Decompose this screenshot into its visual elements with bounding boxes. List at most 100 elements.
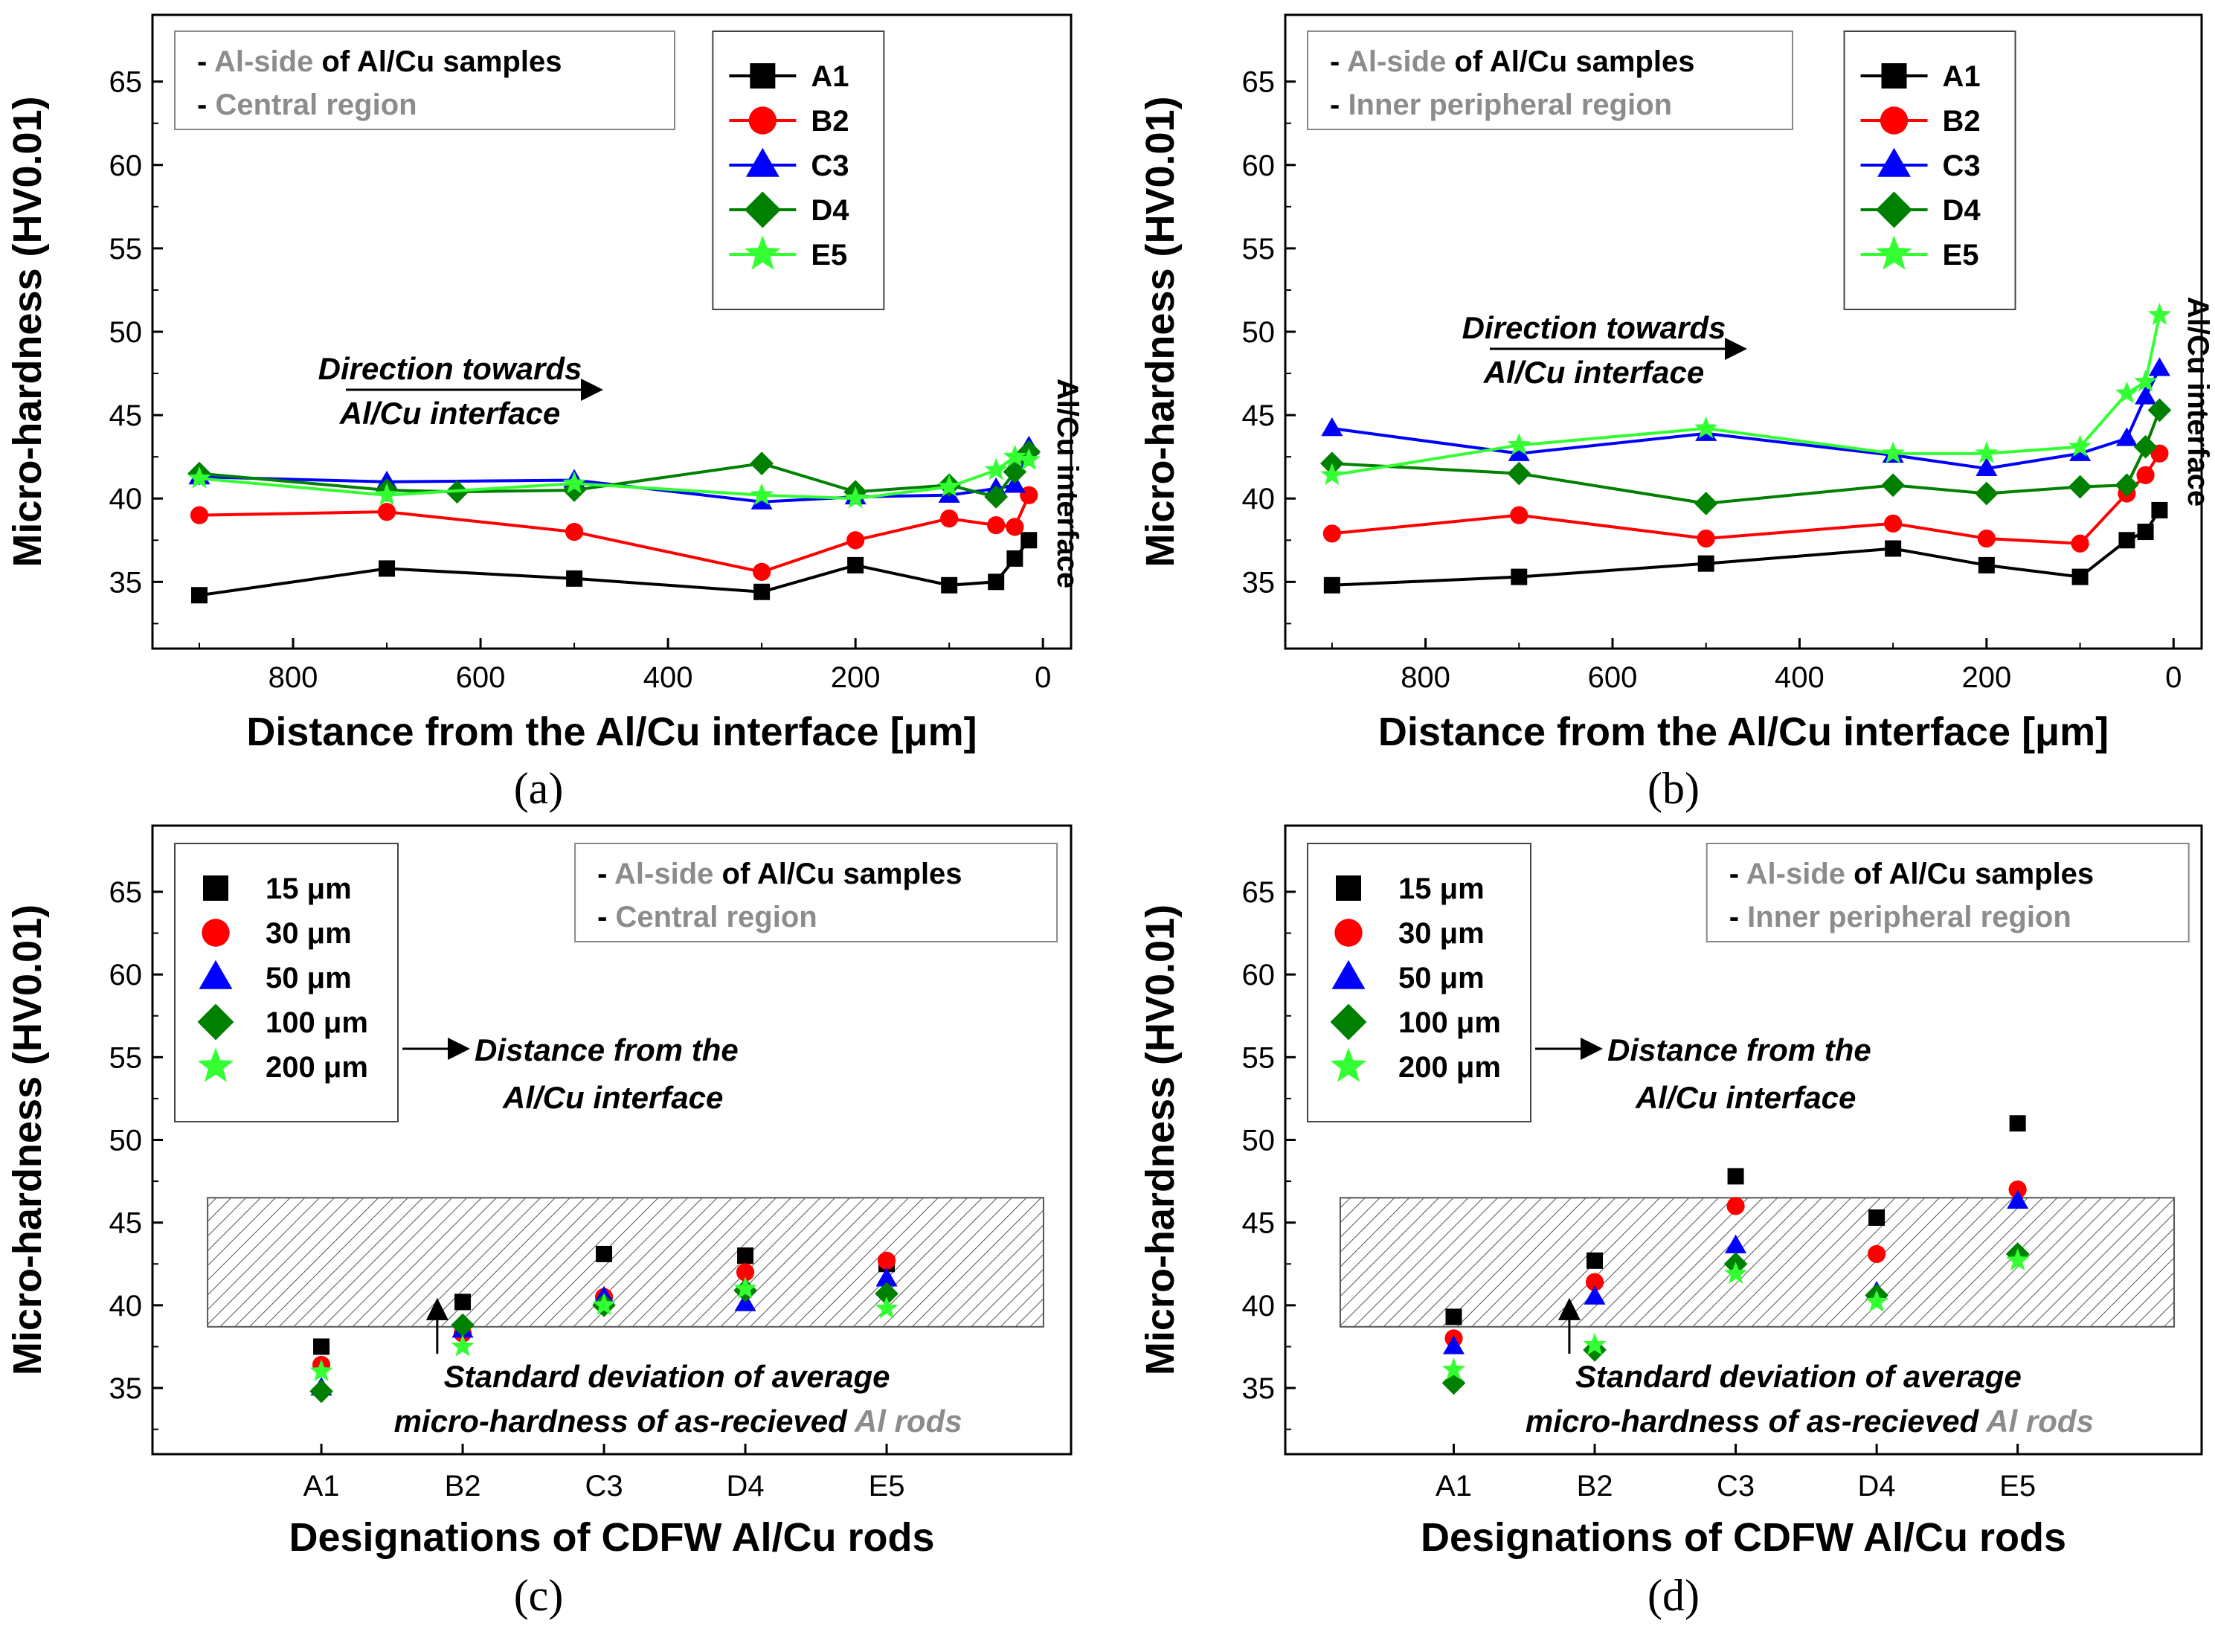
legend-entry: A1 [1860,60,1981,93]
data-point [877,1251,896,1270]
note-prefix: - [197,89,215,121]
data-point [940,510,959,528]
note-rest-text: of Al/Cu samples [1845,858,2094,890]
y-tick-label: 65 [1242,66,1276,99]
legend-label: E5 [1943,239,1979,271]
x-category-label: E5 [1999,1470,2036,1502]
distance-annotation-line2: Al/Cu interface [1635,1080,1856,1115]
panel-label: (b) [1647,764,1700,813]
data-point [2068,434,2092,457]
data-point [1006,518,1024,536]
y-tick-label: 50 [109,1125,143,1157]
note-grey-text: Inner peripheral region [1747,901,2071,933]
legend-marker [1881,63,1907,89]
y-tick-label: 65 [109,876,143,909]
legend-entry: D4 [729,191,849,228]
data-point [2115,381,2139,404]
y-tick-label: 60 [109,959,143,991]
legend-label: D4 [1943,194,1981,227]
legend-label: 100 μm [1398,1006,1501,1039]
series-C3 [188,435,1040,510]
note-grey-text: Central region [616,901,817,933]
data-point [1725,1234,1747,1253]
y-tick-label: 40 [1242,483,1276,515]
data-point [1586,1252,1604,1269]
data-point [566,570,583,587]
legend-entry: B2 [729,105,849,138]
data-point [1885,540,1902,557]
data-point [984,457,1008,481]
legend-label: D4 [811,194,849,227]
data-point [2133,369,2158,392]
x-tick-label: 0 [2165,661,2182,694]
data-point [2071,534,2089,553]
legend-marker [1877,147,1911,177]
chart-panel-d: 35 40 45 50 55 60 65 A1 B2 C3 D4 E5 Micro-hardness (… [1138,824,2203,1620]
data-point [1694,416,1718,439]
data-point [562,471,586,494]
data-point [736,1263,755,1282]
y-tick-label: 65 [1242,876,1276,909]
y-tick-label: 40 [109,1290,143,1322]
data-point [451,1334,475,1357]
note-grey-text: Al-side [614,858,713,890]
x-category-label: E5 [869,1470,905,1502]
data-point [2118,532,2135,549]
legend-label: B2 [1943,105,1981,138]
data-point [2068,475,2092,499]
legend-marker [202,919,230,947]
data-point [454,1293,472,1311]
x-category-label: A1 [1436,1470,1472,1502]
data-point [1320,463,1344,486]
data-point [187,466,211,489]
legend-marker [1331,960,1366,989]
x-tick-label: 400 [643,661,693,694]
std-deviation-band [1339,1197,2176,1328]
data-point [1723,1262,1748,1284]
data-point [1697,555,1714,572]
data-point [1445,1308,1462,1325]
legend-marker [744,191,781,228]
series-D4 [187,440,1041,509]
legend-label: 200 μm [266,1051,368,1084]
legend-entry: D4 [1860,191,1981,228]
data-point [1977,529,1996,548]
legend-label: A1 [811,60,849,93]
y-tick-label: 55 [1242,1041,1276,1074]
data-point [941,576,958,594]
data-point [596,1245,613,1262]
legend-label: 30 μm [1398,917,1485,950]
data-point [750,451,774,475]
data-point [1507,433,1531,455]
data-point [1727,1168,1744,1185]
legend-entry: 100 μm [1330,1003,1501,1041]
y-tick-label: 45 [1242,1207,1276,1240]
note-grey-text: Al-side [1347,45,1446,78]
data-point [2133,434,2158,459]
series-15μm [313,1245,896,1355]
series-line [199,539,1030,597]
data-point [1442,1335,1465,1354]
std-annotation-line2: micro-hardness of as-recieved Al rods [1526,1404,2094,1439]
legend-marker [1336,875,1361,901]
y-tick-label: 45 [109,399,143,432]
data-point [565,522,584,541]
y-tick-label: 35 [1242,566,1276,599]
data-point [1003,460,1027,484]
std-grey-text: Al rods [854,1404,962,1439]
std-deviation-band [207,1197,1044,1328]
data-point [843,486,867,509]
x-tick-label: 200 [1961,661,2011,694]
note-line-1: - Al-side of Al/Cu samples [597,858,962,890]
legend-entry: 30 μm [1334,917,1485,950]
note-line-2: - Central region [597,901,817,933]
legend-marker [1876,191,1912,228]
legend-label: 15 μm [266,872,352,905]
legend-label: 15 μm [1398,872,1485,905]
series-A1 [1323,501,2168,594]
note-line-2: - Inner peripheral region [1729,901,2071,933]
y-tick-label: 45 [109,1207,143,1240]
data-point [2115,427,2138,446]
y-tick-label: 65 [109,66,143,99]
